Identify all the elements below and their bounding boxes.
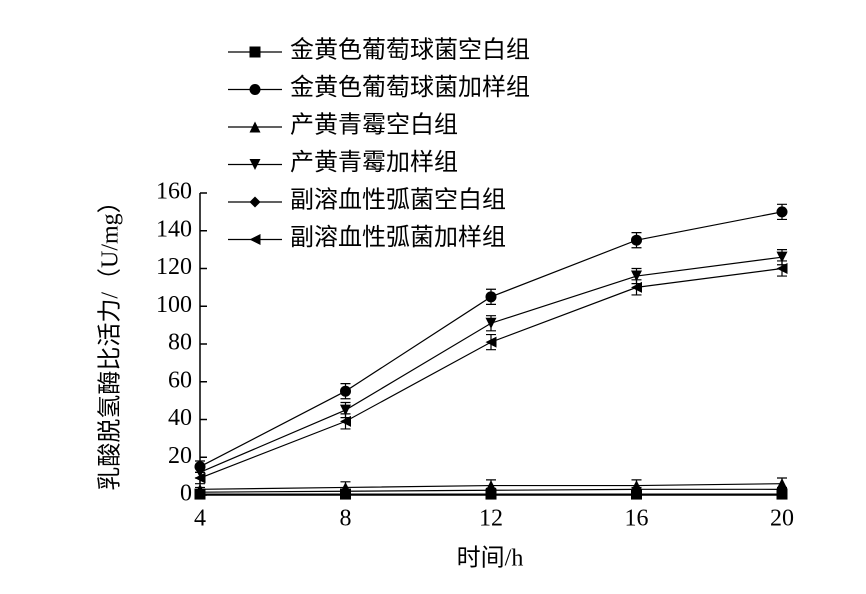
marker: [631, 483, 642, 495]
y-tick-label: 20: [168, 443, 192, 469]
marker: [776, 251, 788, 263]
legend-marker: [249, 46, 261, 58]
legend-label: 产黄青霉加样组: [290, 149, 458, 176]
marker: [631, 234, 642, 246]
marker: [340, 385, 351, 397]
marker: [340, 485, 351, 497]
legend-label: 副溶血性弧菌空白组: [290, 187, 506, 214]
y-tick-label: 120: [156, 254, 192, 280]
legend-marker: [249, 196, 261, 208]
x-tick-label: 16: [625, 506, 649, 532]
marker: [776, 263, 788, 274]
legend-label: 金黄色葡萄球菌空白组: [290, 37, 530, 64]
marker: [631, 281, 642, 293]
legend-marker: [249, 159, 261, 170]
marker: [340, 415, 351, 427]
marker: [485, 484, 497, 496]
x-tick-label: 12: [479, 506, 503, 532]
y-tick-label: 160: [156, 179, 192, 205]
marker: [194, 472, 206, 484]
marker: [776, 206, 788, 218]
x-tick-label: 4: [194, 506, 206, 532]
y-tick-label: 100: [156, 292, 192, 318]
marker: [485, 291, 497, 303]
marker: [194, 486, 206, 498]
y-axis-label: 乳酸脱氢酶比活力/（U/mg）: [97, 189, 124, 490]
legend-label: 副溶血性弧菌加样组: [290, 224, 506, 251]
legend-marker: [249, 84, 261, 95]
marker: [340, 404, 351, 416]
legend-marker: [249, 234, 261, 245]
y-tick-label: 0: [180, 481, 192, 507]
legend-label: 金黄色葡萄球菌加样组: [290, 74, 530, 101]
marker: [485, 336, 497, 348]
marker: [776, 478, 788, 490]
marker: [631, 270, 642, 282]
x-axis-label: 时间/h: [457, 545, 524, 572]
y-tick-label: 60: [168, 367, 192, 393]
y-tick-label: 140: [156, 216, 192, 242]
marker: [485, 317, 497, 329]
y-tick-label: 80: [168, 330, 192, 356]
marker: [776, 483, 788, 495]
x-tick-label: 20: [770, 506, 794, 532]
x-tick-label: 8: [340, 506, 352, 532]
legend-marker: [249, 121, 261, 133]
legend-label: 产黄青霉空白组: [290, 112, 458, 139]
y-tick-label: 40: [168, 405, 192, 431]
